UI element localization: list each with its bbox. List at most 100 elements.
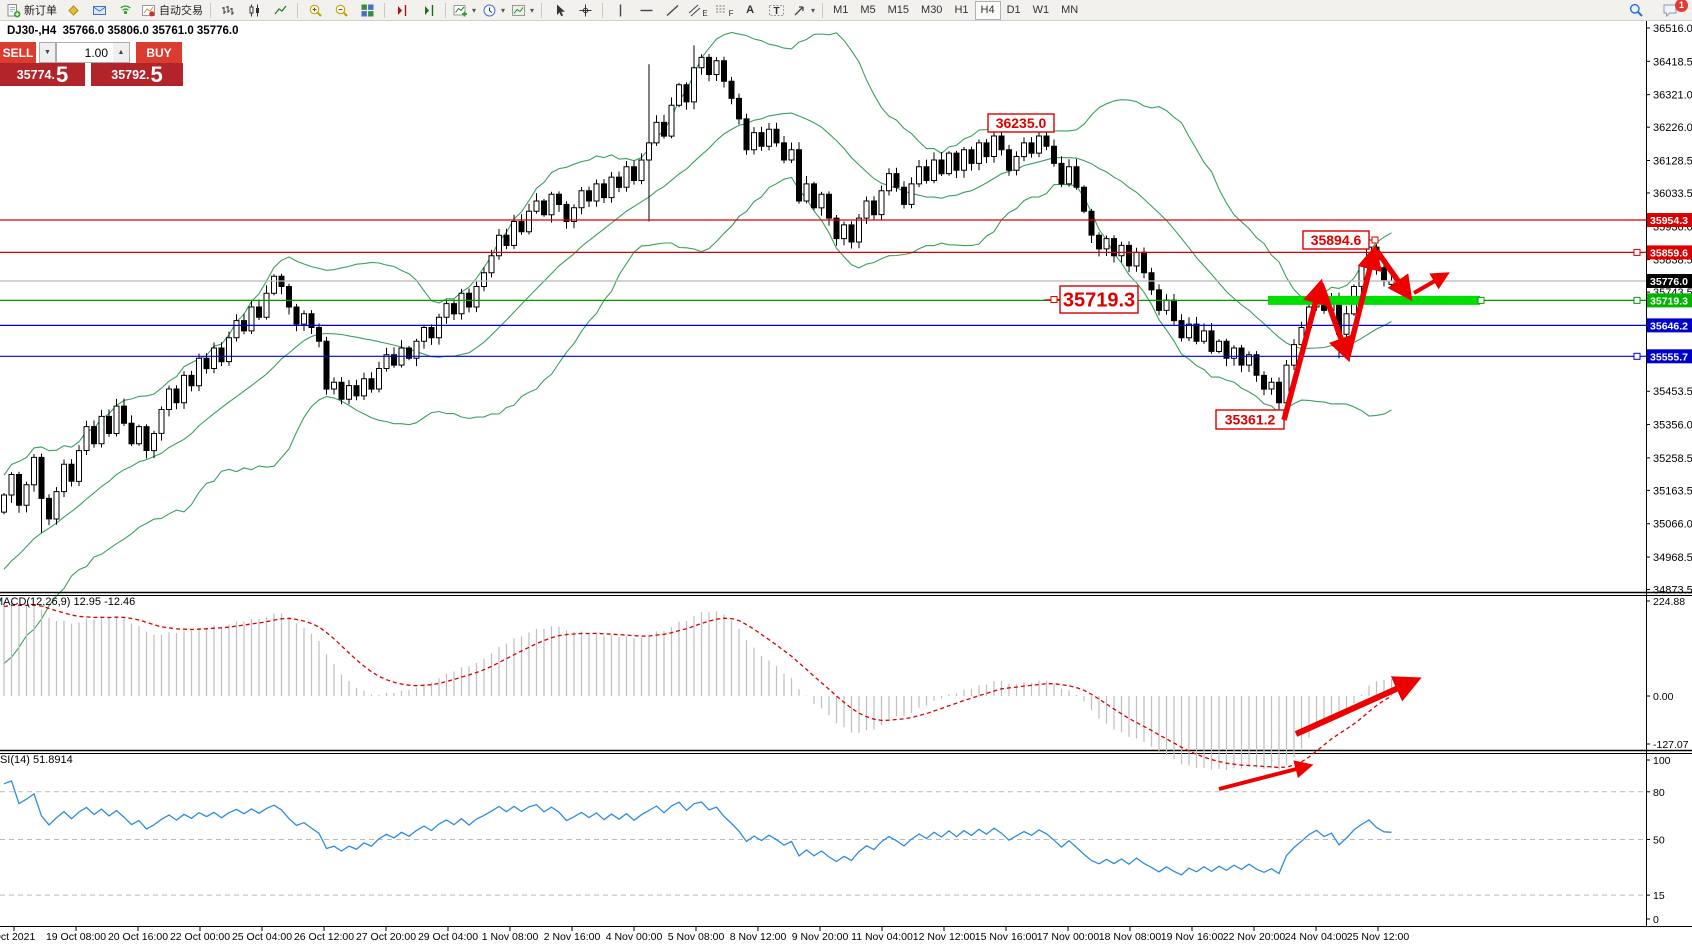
chat-button[interactable]: 1 <box>1657 0 1688 20</box>
shapes-button[interactable]: ▾ <box>789 1 818 20</box>
sell-price[interactable]: 35774. 5 <box>0 63 85 86</box>
templates-button[interactable]: ▾ <box>508 1 537 20</box>
highlight-zone-bar[interactable] <box>1268 295 1480 305</box>
y-axis-tick-label: 34873.5 <box>1653 585 1692 597</box>
buy-price-main: 35792. <box>111 68 150 82</box>
tile-windows-button[interactable] <box>354 1 380 20</box>
rsi-trend-arrow[interactable] <box>1218 760 1314 791</box>
time-axis-label: 1 Nov 08:00 <box>482 931 539 943</box>
zoom-out-button[interactable] <box>328 1 354 20</box>
timeframe-h4[interactable]: H4 <box>974 0 1001 20</box>
time-axis-label: 2 Nov 16:00 <box>544 931 601 943</box>
auto-scroll-icon <box>424 4 433 16</box>
volume-increase-button[interactable]: ▲ <box>113 42 130 63</box>
price-badge <box>1647 349 1692 364</box>
time-axis-label: 9 Nov 20:00 <box>792 931 849 943</box>
price-annotation-text: 35894.6 <box>1311 232 1362 248</box>
time-axis-label: 5 Nov 08:00 <box>668 931 725 943</box>
periods-button[interactable]: ▾ <box>479 1 508 20</box>
timeframe-h1[interactable]: H1 <box>954 4 969 16</box>
buy-price-big: 5 <box>150 62 163 87</box>
search-icon <box>1629 3 1643 17</box>
toolbar-separator <box>210 2 211 18</box>
indicators-button[interactable]: ▾ <box>450 1 479 20</box>
horizontal-line-button[interactable] <box>633 1 659 20</box>
fibo-letter: F <box>728 8 734 18</box>
y-axis-tick-label: 36321.0 <box>1653 90 1692 102</box>
vertical-line-button[interactable] <box>607 1 633 20</box>
price-badge-label: 35859.6 <box>1650 247 1688 259</box>
indicators-icon <box>453 4 467 16</box>
rsi-axis-label: 50 <box>1653 835 1665 847</box>
time-axis-label: 20 Oct 16:00 <box>108 931 168 943</box>
price-annotation-box[interactable] <box>1302 230 1370 250</box>
timeframe-m15[interactable]: M15 <box>887 4 910 16</box>
buy-button[interactable]: BUY <box>136 42 182 63</box>
toolbar: 新订单 自动交易 <box>0 0 1692 21</box>
clock-icon <box>483 4 496 16</box>
macd-signal-line <box>3 604 1392 769</box>
auto-scroll-button[interactable] <box>415 1 441 20</box>
fibonacci-icon <box>715 5 726 12</box>
highlight-bar-handle[interactable] <box>1477 296 1485 304</box>
y-axis-tick-label: 34968.5 <box>1653 552 1692 564</box>
level-handle[interactable] <box>1633 352 1641 360</box>
buy-price[interactable]: 35792. 5 <box>91 63 183 86</box>
bearish-candles-layer <box>16 56 1387 520</box>
time-axis-label: 27 Oct 20:00 <box>356 931 416 943</box>
line-chart-button[interactable] <box>267 1 293 20</box>
cursor-button[interactable] <box>546 1 572 20</box>
shift-end-button[interactable] <box>389 1 415 20</box>
timeframe-m5[interactable]: M5 <box>860 4 876 16</box>
text-button[interactable]: A <box>737 1 763 20</box>
timeframe-m1[interactable]: M1 <box>833 4 849 16</box>
shift-end-icon <box>397 4 406 16</box>
candlestick-chart-button[interactable] <box>241 1 267 20</box>
trendline-button[interactable] <box>659 1 685 20</box>
forecast-arrow[interactable] <box>1412 272 1450 295</box>
new-order-button[interactable]: 新订单 <box>3 1 60 20</box>
timeframe-d1[interactable]: D1 <box>1006 4 1021 16</box>
level-handle[interactable] <box>1633 296 1641 304</box>
time-axis-label: Oct 2021 <box>0 931 35 943</box>
zoom-in-button[interactable] <box>302 1 328 20</box>
macd-trend-arrow[interactable] <box>1294 676 1422 737</box>
label-button[interactable]: T <box>763 1 789 20</box>
chart-title: DJ30-,H4 35766.0 35806.0 35761.0 35776.0 <box>7 25 238 37</box>
trend-zigzag-arrow[interactable] <box>1374 249 1413 302</box>
signal-button[interactable] <box>112 1 138 20</box>
price-annotation-box[interactable] <box>987 113 1055 133</box>
timeframe-m30[interactable]: M30 <box>921 4 943 16</box>
volume-decrease-button[interactable]: ▼ <box>39 42 56 63</box>
price-annotation-text: 35361.2 <box>1225 412 1276 428</box>
volume-input[interactable]: 1.00 <box>56 42 113 63</box>
y-axis-tick-label: 36033.5 <box>1653 188 1692 200</box>
sell-button[interactable]: SELL <box>0 42 36 63</box>
search-button[interactable] <box>1623 1 1649 20</box>
trend-zigzag-arrow[interactable] <box>1281 278 1328 421</box>
trend-zigzag-arrow[interactable] <box>1318 283 1353 363</box>
zoom-in-icon <box>309 4 322 17</box>
mail-button[interactable] <box>86 1 112 20</box>
y-axis-tick-label: 35163.5 <box>1653 485 1692 497</box>
sell-price-big: 5 <box>55 62 69 87</box>
horizontal-line-icon <box>640 9 653 11</box>
fibonacci-button[interactable]: F <box>711 1 737 20</box>
diamond-button[interactable] <box>60 1 86 20</box>
y-axis-tick-label: 35066.0 <box>1653 519 1692 531</box>
crosshair-button[interactable] <box>572 1 598 20</box>
auto-trading-button[interactable]: 自动交易 <box>138 1 206 20</box>
timeframe-w1[interactable]: W1 <box>1032 4 1050 16</box>
equidistant-channel-button[interactable]: E <box>685 1 711 20</box>
price-annotation-box[interactable] <box>1059 285 1139 314</box>
timeframe-mn[interactable]: MN <box>1061 4 1079 16</box>
time-axis-label: 24 Nov 04:00 <box>1285 931 1348 943</box>
level-handle[interactable] <box>1633 248 1641 256</box>
toolbar-separator <box>445 2 446 18</box>
price-badge-label: 35776.0 <box>1650 276 1688 288</box>
trend-zigzag-arrow[interactable] <box>1345 244 1383 357</box>
toolbar-separator <box>384 2 385 18</box>
bar-chart-button[interactable] <box>215 1 241 20</box>
